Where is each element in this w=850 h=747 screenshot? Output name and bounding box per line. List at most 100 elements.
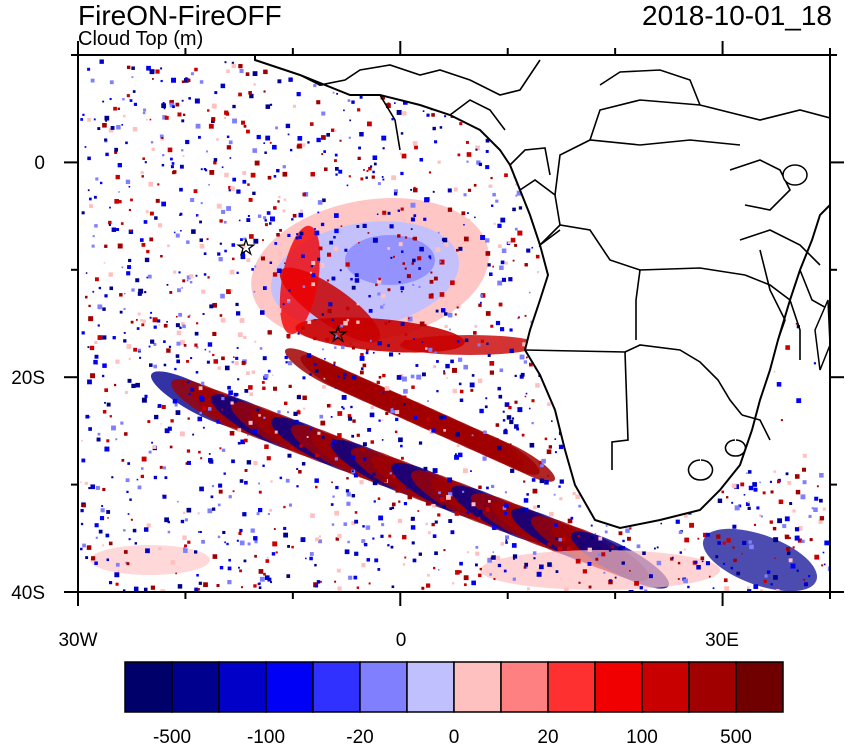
field-speck <box>336 568 341 573</box>
field-speck <box>773 470 776 473</box>
field-speck <box>306 436 309 438</box>
field-speck <box>359 95 363 99</box>
field-speck <box>459 398 464 403</box>
field-speck <box>331 318 335 322</box>
field-speck <box>380 95 385 100</box>
field-speck <box>314 230 320 236</box>
field-speck <box>102 487 106 492</box>
star-marker-icon: ★ <box>237 237 255 259</box>
field-speck <box>337 533 342 539</box>
field-speck <box>747 500 750 504</box>
field-speck <box>194 331 199 336</box>
field-speck <box>492 192 496 197</box>
field-speck <box>212 302 218 308</box>
field-speck <box>326 403 331 408</box>
field-speck <box>224 365 230 371</box>
field-speck <box>104 388 109 393</box>
field-speck <box>474 324 478 328</box>
field-speck <box>716 534 721 539</box>
field-speck <box>114 572 120 578</box>
field-speck <box>123 550 128 554</box>
field-speck <box>808 575 811 578</box>
field-speck <box>407 494 413 500</box>
field-speck <box>317 431 321 435</box>
field-speck <box>365 176 368 179</box>
field-speck <box>82 113 85 116</box>
field-speck <box>151 441 153 444</box>
field-speck <box>766 570 771 574</box>
field-speck <box>402 262 406 265</box>
field-speck <box>488 184 492 188</box>
field-speck <box>434 520 438 524</box>
field-speck <box>242 512 247 517</box>
field-speck <box>509 419 514 425</box>
field-speck <box>498 302 503 307</box>
field-speck <box>402 534 407 540</box>
field-speck <box>548 445 553 449</box>
field-speck <box>130 198 133 202</box>
field-speck <box>239 528 243 533</box>
field-speck <box>413 416 418 420</box>
field-speck <box>319 262 325 268</box>
field-speck <box>200 457 203 460</box>
field-speck <box>198 581 202 585</box>
field-speck <box>127 378 132 383</box>
field-speck <box>207 407 212 411</box>
field-speck <box>759 589 764 592</box>
field-speck <box>717 541 721 545</box>
field-speck <box>164 428 170 434</box>
field-speck <box>311 282 316 287</box>
field-speck <box>105 119 108 122</box>
field-speck <box>150 311 153 314</box>
field-speck <box>264 151 267 154</box>
field-speck <box>634 580 639 586</box>
field-speck <box>706 532 710 537</box>
field-speck <box>305 557 307 560</box>
field-speck <box>180 229 182 232</box>
field-speck <box>463 468 468 474</box>
field-speck <box>104 115 110 121</box>
field-speck <box>748 540 752 544</box>
field-speck <box>269 508 273 512</box>
field-speck <box>578 581 581 584</box>
field-speck <box>260 310 265 315</box>
field-speck <box>435 309 439 313</box>
field-speck <box>212 353 215 357</box>
field-speck <box>197 588 200 591</box>
field-speck <box>196 322 199 325</box>
field-speck <box>80 508 84 513</box>
field-speck <box>672 556 674 559</box>
field-speck <box>92 290 95 293</box>
field-speck <box>785 472 789 476</box>
field-speck <box>614 576 617 579</box>
field-speck <box>694 560 698 564</box>
field-speck <box>114 147 119 152</box>
field-speck <box>187 381 190 384</box>
field-speck <box>346 184 349 187</box>
field-speck <box>356 302 359 306</box>
field-speck <box>263 572 266 576</box>
field-speck <box>179 326 182 329</box>
field-speck <box>495 320 501 326</box>
field-speck <box>180 519 185 524</box>
field-speck <box>554 451 557 454</box>
field-speck <box>253 584 257 588</box>
field-speck <box>143 527 149 532</box>
field-speck <box>450 359 454 364</box>
field-speck <box>431 503 436 508</box>
colorbar-swatch <box>594 661 643 713</box>
field-speck <box>292 213 297 218</box>
field-patch <box>702 528 818 592</box>
field-speck <box>533 505 537 510</box>
field-speck <box>145 548 150 554</box>
field-speck <box>333 363 336 366</box>
field-speck <box>264 219 267 222</box>
field-speck <box>161 404 166 409</box>
field-speck <box>572 491 576 496</box>
field-speck <box>109 415 112 418</box>
field-speck <box>495 199 499 203</box>
field-speck <box>182 154 185 157</box>
field-speck <box>142 111 146 115</box>
colorbar-label: 100 <box>626 727 658 747</box>
field-speck <box>794 527 800 532</box>
